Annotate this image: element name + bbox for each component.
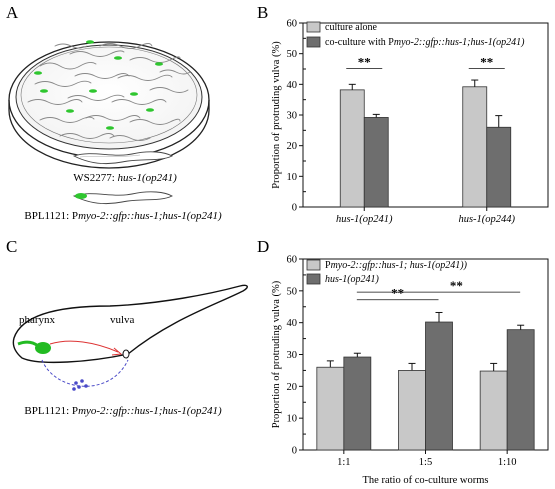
y-tick-label: 10 [287, 172, 298, 183]
panel-c-letter: C [6, 237, 17, 256]
y-tick-label: 30 [287, 350, 298, 361]
y-tick-label: 40 [287, 318, 298, 329]
legend-label: culture alone [325, 22, 377, 33]
y-axis-label: Proportion of protruding vulva (%) [271, 280, 282, 428]
y-tick-label: 50 [287, 286, 298, 297]
y-tick-label: 60 [287, 255, 298, 266]
significance-label: ** [480, 54, 493, 69]
strain-label-c: BPL1121: Pmyo-2::gfp::hus-1;hus-1(op241) [24, 405, 222, 417]
y-tick-label: 60 [287, 19, 298, 30]
panel-d-letter: D [257, 237, 269, 256]
gut-arrow-icon [49, 340, 119, 353]
strain-label-bpl1121: BPL1121: Pmyo-2::gfp::hus-1;hus-1(op241) [24, 210, 222, 222]
chart-b: 0 10 20 30 40 50 60 Proportion of protruding vu… [271, 19, 549, 225]
bar [462, 86, 488, 208]
significance-label: ** [450, 278, 463, 293]
chart-legend: Pmyo-2::gfp::hus-1; hus-1(op241))hus-1(o… [306, 259, 468, 285]
y-tick-label: 40 [287, 80, 298, 91]
bar [316, 366, 345, 451]
pharynx-label: pharynx [19, 314, 56, 326]
worm-diagram [12, 284, 248, 391]
legend-swatch [306, 259, 321, 271]
legend-swatch [306, 36, 321, 48]
significance-label: ** [358, 54, 371, 69]
x-tick-label: hus-1(op241) [336, 214, 393, 225]
bar [506, 329, 535, 451]
x-tick-label: 1:5 [419, 457, 432, 468]
petri-dish [8, 41, 210, 169]
legend-swatch [306, 273, 321, 285]
y-tick-label: 20 [287, 141, 298, 152]
secreted-particles-icon [72, 379, 88, 391]
legend-label: co-culture with Pmyo-2::gfp::hus-1;hus-1… [325, 37, 525, 48]
bar [486, 126, 512, 208]
bar [479, 370, 508, 451]
x-tick-label: hus-1(op244) [458, 214, 515, 225]
bar [398, 370, 426, 451]
y-axis-label: Proportion of protruding vulva (%) [271, 41, 282, 189]
worm-illustration-ws2277 [72, 151, 173, 165]
legend-swatch [306, 21, 321, 33]
y-tick-label: 0 [292, 446, 297, 457]
bar [363, 117, 389, 208]
y-tick-label: 10 [287, 414, 298, 425]
vulva-label: vulva [110, 314, 135, 326]
pharynx-tube-icon [17, 340, 39, 348]
y-tick-label: 30 [287, 111, 298, 122]
pharynx-bulb-icon [35, 342, 51, 354]
secretion-path-icon [41, 359, 129, 387]
worm-illustration-bpl1121 [72, 191, 173, 205]
significance-label: ** [391, 286, 404, 301]
bar [339, 89, 365, 208]
panel-b-letter: B [257, 3, 268, 22]
bar [343, 356, 372, 451]
y-tick-label: 20 [287, 382, 298, 393]
worms-in-dish [27, 43, 191, 141]
vulva-icon [122, 349, 130, 359]
strain-label-ws2277: WS2277: hus-1(op241) [73, 172, 177, 184]
gfp-pharynx-icon [75, 193, 87, 199]
x-tick-label: 1:10 [498, 457, 517, 468]
x-axis-label: The ratio of co-culture worms [363, 475, 489, 486]
y-tick-label: 50 [287, 49, 298, 60]
x-tick-label: 1:1 [337, 457, 350, 468]
bar [425, 321, 453, 451]
legend-label: hus-1(op241) [325, 274, 380, 285]
legend-label: Pmyo-2::gfp::hus-1; hus-1(op241)) [325, 260, 468, 271]
y-tick-label: 0 [292, 203, 297, 214]
chart-d: 0 10 20 30 40 50 60 Proportion of protruding vu… [271, 255, 549, 486]
plot-frame [302, 22, 549, 208]
gfp-worm-heads [34, 40, 163, 130]
panel-a-letter: A [6, 3, 19, 22]
